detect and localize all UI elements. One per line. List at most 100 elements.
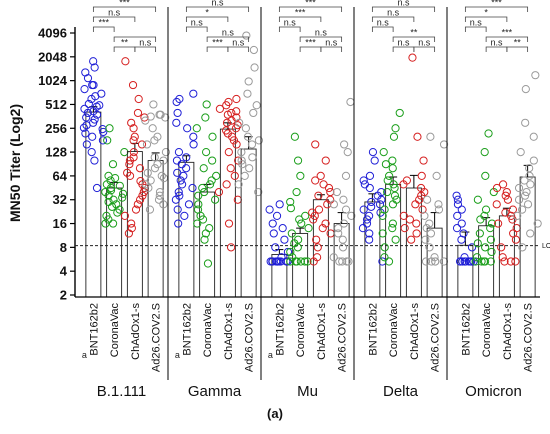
significance-label: n.s (222, 28, 235, 38)
data-point (224, 219, 234, 228)
data-point (79, 123, 89, 132)
data-point (375, 200, 385, 209)
data-point (399, 211, 408, 220)
data-point (346, 97, 355, 107)
category-label: Ad26.COV2.S (337, 303, 349, 372)
category-label: Ad26.COV2.S (151, 303, 163, 372)
data-point (484, 129, 493, 138)
significance-label: n.s (397, 38, 410, 48)
data-point (156, 110, 165, 119)
data-point (518, 205, 527, 214)
data-point (338, 243, 348, 252)
significance-label: n.s (108, 8, 121, 18)
data-point (508, 205, 517, 214)
significance-bracket (92, 16, 136, 22)
data-point (487, 219, 497, 228)
data-point (198, 183, 207, 193)
category-label: Ad26.COV2.S (430, 303, 442, 372)
data-point (399, 180, 408, 189)
data-point (460, 253, 469, 262)
data-point (90, 156, 99, 165)
data-point (83, 74, 93, 83)
data-point (133, 108, 143, 118)
data-point (202, 147, 211, 157)
data-point (388, 219, 397, 228)
data-point (111, 174, 120, 183)
data-point (293, 156, 303, 165)
data-point (391, 124, 400, 133)
category-label: BNT162b2 (367, 303, 379, 356)
data-point (388, 224, 397, 233)
data-point (238, 160, 247, 169)
data-point (408, 53, 417, 62)
significance-bracket (464, 6, 529, 12)
significance-bracket (299, 36, 343, 42)
data-point (472, 253, 482, 262)
data-point (329, 253, 338, 262)
data-point (453, 200, 463, 209)
category-label: CoronaVac (481, 303, 493, 358)
data-point (359, 205, 368, 214)
data-point (286, 257, 295, 266)
data-point (292, 187, 301, 197)
data-point (113, 208, 122, 217)
data-point (525, 171, 534, 181)
data-point (129, 124, 138, 133)
data-point (370, 156, 379, 165)
data-point (269, 229, 278, 238)
data-point (135, 195, 145, 204)
data-point (359, 176, 368, 185)
significance-label: *** (212, 38, 223, 48)
data-point (439, 140, 449, 149)
significance-bracket (299, 46, 322, 52)
data-point (104, 215, 113, 224)
data-point (494, 219, 503, 228)
data-point (400, 224, 409, 233)
data-point (303, 257, 312, 266)
data-point (381, 160, 391, 169)
y-tick-label: 2048 (38, 49, 67, 64)
data-point (222, 118, 232, 127)
data-point (222, 180, 231, 189)
significance-bracket (464, 26, 487, 32)
data-point (502, 187, 511, 197)
data-point (434, 205, 444, 214)
data-point (473, 195, 482, 204)
data-point (265, 205, 274, 214)
data-point (358, 224, 368, 233)
y-axis-label: MN50 Titer (Log2) (7, 104, 23, 222)
data-point (230, 171, 239, 181)
data-point (118, 189, 128, 198)
significance-bracket (206, 36, 250, 42)
significance-bracket (113, 46, 136, 52)
y-tick-label: 64 (53, 168, 68, 183)
data-point (426, 132, 435, 141)
data-point (467, 257, 476, 266)
y-tick-label: 8 (60, 240, 67, 255)
data-point (174, 187, 183, 197)
data-point (452, 224, 462, 233)
data-point (296, 257, 305, 266)
data-point (311, 140, 320, 149)
data-point (194, 200, 203, 209)
category-label: BNT162b2 (274, 303, 286, 356)
data-point (526, 229, 535, 238)
significance-label: *** (305, 38, 316, 48)
significance-label: *** (502, 28, 513, 38)
significance-bracket (134, 46, 157, 52)
data-point (174, 219, 183, 228)
data-point (92, 110, 102, 119)
data-point (332, 187, 342, 197)
data-point (183, 124, 192, 133)
data-point (392, 195, 401, 204)
data-point (329, 200, 338, 209)
data-point (106, 186, 116, 195)
group-label: Omicron (465, 383, 522, 400)
significance-label: n.s (418, 38, 431, 48)
data-point (127, 118, 136, 127)
data-point (300, 257, 310, 266)
data-point (247, 140, 257, 149)
data-point (125, 156, 135, 165)
data-point (365, 235, 374, 244)
significance-label: * (205, 8, 209, 18)
